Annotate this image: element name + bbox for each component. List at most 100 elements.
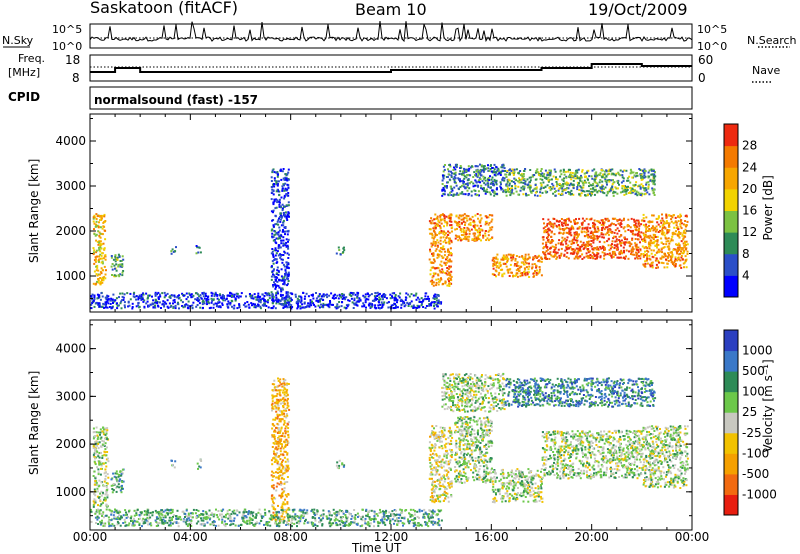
data-cell [229,295,231,297]
data-cell [211,299,214,302]
data-cell [487,239,490,242]
data-cell [97,436,100,439]
data-cell [509,194,512,197]
data-cell [96,444,99,447]
data-cell [553,168,556,171]
data-cell [253,293,256,296]
data-cell [666,222,669,225]
data-cell [282,219,285,222]
data-cell [650,242,653,245]
data-cell [349,294,352,297]
data-cell [432,266,435,269]
data-cell [565,239,568,242]
data-cell [643,193,646,196]
data-cell [336,294,339,297]
data-cell [286,179,289,182]
data-cell [309,302,312,305]
data-cell [117,304,120,307]
data-cell [654,244,657,247]
data-cell [272,209,275,212]
data-cell [329,301,332,304]
data-cell [545,250,548,253]
data-cell [546,248,549,251]
data-cell [600,247,603,250]
data-cell [450,187,453,190]
data-cell [332,303,334,306]
data-cell [573,231,576,234]
data-cell [572,252,575,255]
data-cell [492,267,495,270]
data-cell [258,296,261,299]
data-cell [121,299,124,302]
data-cell [504,262,507,265]
data-cell [475,236,478,239]
data-cell [630,253,632,255]
data-cell [233,295,236,298]
data-cell [274,241,277,244]
data-cell [605,169,608,172]
data-cell [103,248,106,251]
data-cell [103,480,106,483]
data-cell [508,169,511,172]
data-cell [198,295,201,298]
data-cell [629,191,631,194]
data-cell [312,297,315,300]
data-cell [583,230,586,233]
data-cell [516,180,519,183]
data-cell [284,408,287,411]
data-cell [671,251,673,254]
data-cell [282,423,285,426]
data-cell [281,507,284,510]
data-cell [488,179,491,182]
data-cell [137,298,140,301]
data-cell [114,254,117,257]
data-cell [462,174,465,177]
data-cell [572,193,575,196]
data-cell [513,171,516,174]
data-cell [290,304,293,307]
data-cell [643,174,646,177]
data-cell [283,281,286,284]
data-cell [515,262,518,265]
data-cell [198,465,201,468]
data-cell [511,168,514,171]
data-cell [490,170,493,173]
data-cell [283,421,286,424]
data-cell [272,395,275,398]
data-cell [654,236,657,238]
data-cell [450,194,453,196]
data-cell [277,380,280,382]
data-cell [275,237,278,240]
data-cell [266,294,269,297]
data-cell [279,205,282,208]
data-cell [573,220,576,223]
data-cell [660,247,663,250]
data-cell [652,192,655,195]
data-cell [347,299,350,302]
data-cell [192,294,195,297]
data-cell [272,517,274,520]
data-cell [412,294,415,297]
data-cell [614,191,617,194]
data-cell [490,181,493,184]
data-cell [273,177,276,180]
data-cell [646,262,649,265]
data-cell [106,429,109,432]
data-cell [668,222,671,225]
data-cell [115,478,118,481]
data-cell [92,282,95,285]
data-cell [507,190,509,193]
data-cell [284,230,287,233]
data-cell [281,391,284,394]
data-cell [542,236,545,239]
data-cell [272,502,275,505]
data-cell [666,266,669,269]
data-cell [214,291,217,294]
data-region [541,217,644,260]
data-cell [127,305,130,308]
data-cell [282,472,285,475]
data-cell [653,180,656,183]
data-cell [350,297,353,300]
data-cell [682,237,685,240]
data-cell [93,305,96,308]
